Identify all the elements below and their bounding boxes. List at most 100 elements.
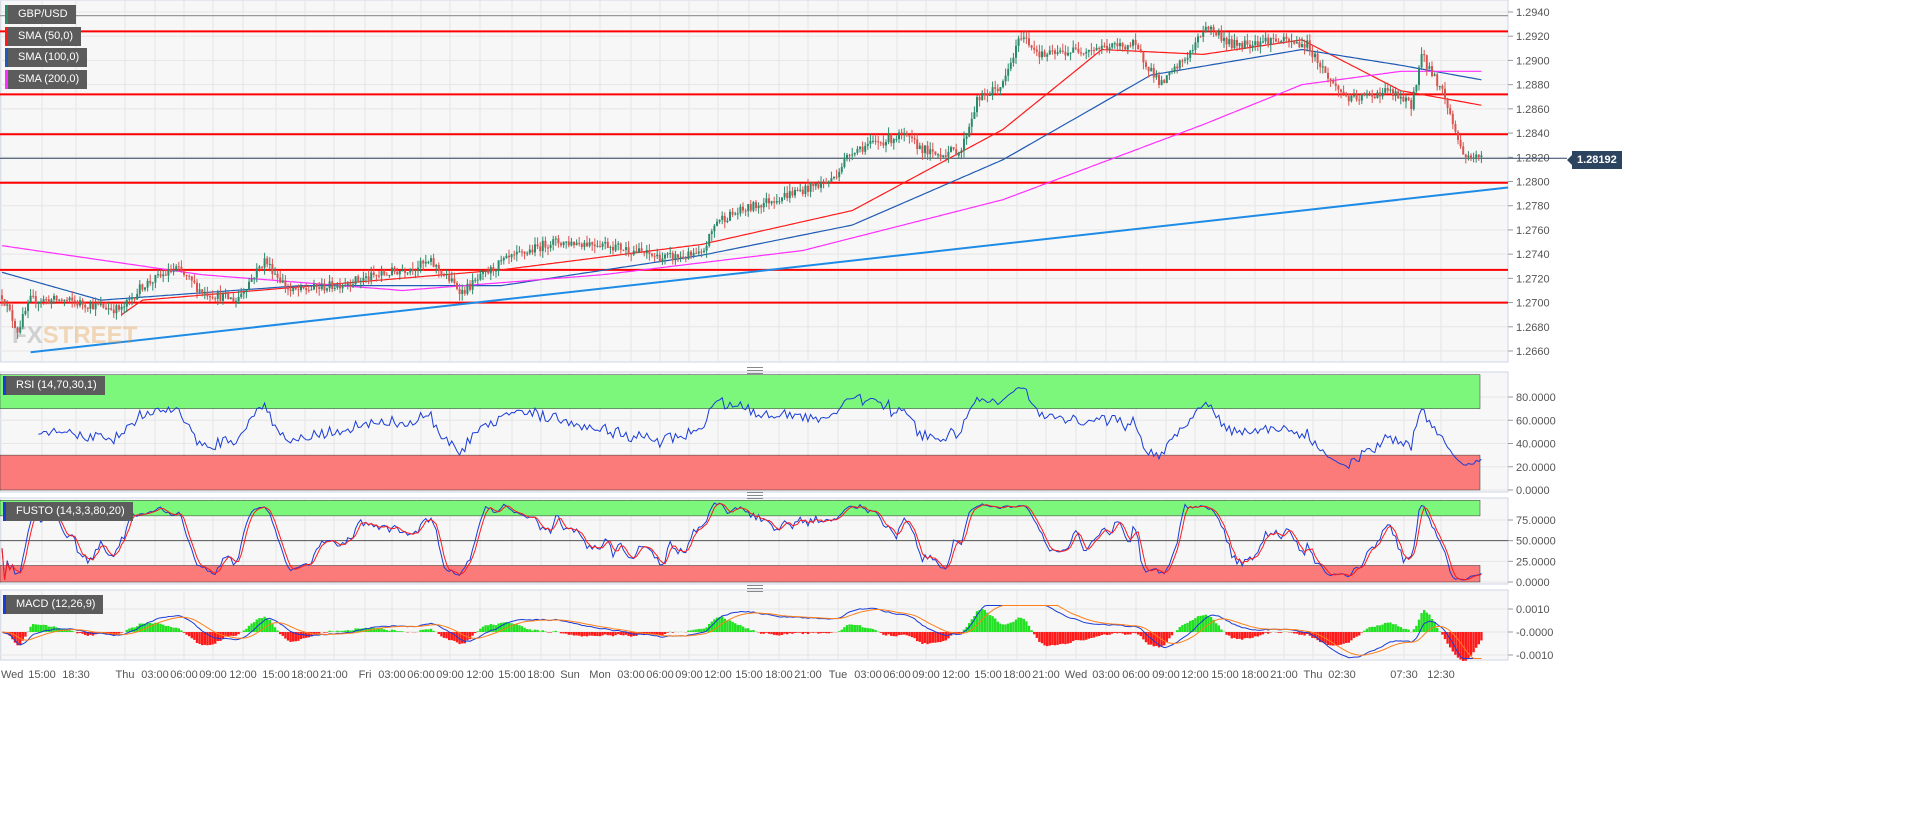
candle-body [1189, 50, 1192, 58]
candle-body [391, 267, 393, 276]
candle-body [60, 299, 63, 301]
y-tick-label: 60.0000 [1516, 415, 1556, 427]
y-tick-label: 50.0000 [1516, 536, 1556, 548]
y-tick-label: -0.0000 [1516, 627, 1553, 639]
candle-body [872, 140, 874, 142]
macd-histogram-bar [1381, 624, 1384, 632]
macd-histogram-bar [505, 622, 508, 632]
macd-histogram-bar [780, 632, 784, 635]
macd-histogram-bar [617, 632, 620, 635]
candle-body [664, 254, 666, 259]
panel-resize-handle-fusto[interactable] [747, 492, 763, 499]
macd-histogram-bar [1378, 625, 1382, 632]
macd-histogram-bar [999, 623, 1002, 632]
candle-body [768, 198, 770, 204]
candle-body [544, 240, 547, 248]
macd-histogram-bar [1131, 632, 1135, 633]
x-tick-label: Mon [589, 669, 610, 681]
macd-histogram-bar [351, 630, 355, 632]
candle-body [73, 300, 76, 303]
candle-body [908, 135, 911, 137]
candle-body [432, 258, 435, 267]
macd-histogram-bar [1139, 632, 1142, 637]
macd-histogram-bar [1436, 627, 1439, 632]
macd-histogram-bar [172, 627, 175, 632]
candle-body [983, 92, 986, 95]
candle-body [1446, 99, 1449, 108]
candle-body [1350, 95, 1353, 102]
candle-body [1012, 57, 1015, 63]
macd-histogram-bar [905, 632, 908, 636]
macd-histogram-bar [1079, 632, 1083, 641]
macd-histogram-bar [783, 632, 786, 634]
candle-body [1004, 75, 1007, 82]
macd-histogram-bar [791, 632, 794, 634]
candle-body [1381, 92, 1384, 97]
candle-body [456, 282, 458, 289]
panel-resize-handle-macd[interactable] [747, 585, 763, 592]
macd-histogram-bar [1459, 632, 1462, 660]
candle-body [1051, 50, 1054, 52]
candle-body [887, 134, 890, 143]
candle-body [1061, 50, 1064, 52]
candle-body [1007, 68, 1010, 76]
x-tick-label: 12:00 [704, 669, 732, 681]
candle-body [1363, 93, 1366, 96]
candle-body [1056, 52, 1059, 54]
legend-sma-50[interactable]: SMA (50,0) [5, 27, 82, 46]
macd-histogram-bar [588, 632, 591, 636]
macd-histogram-bar [541, 630, 544, 632]
candle-body [1451, 113, 1454, 124]
panel-resize-handle-rsi[interactable] [747, 367, 763, 374]
legend-rsi[interactable]: RSI (14,70,30,1) [3, 376, 105, 395]
candle-body [557, 238, 560, 244]
x-tick-label: 09:00 [912, 669, 940, 681]
candle-body [989, 94, 991, 96]
candle-body [502, 258, 505, 261]
candle-body [55, 295, 58, 301]
macd-histogram-bar [286, 632, 290, 641]
macd-histogram-bar [271, 624, 274, 632]
macd-histogram-bar [747, 628, 750, 632]
legend-fusto[interactable]: FUSTO (14,3,3,80,20) [3, 502, 133, 521]
macd-histogram-bar [1105, 632, 1109, 636]
legend-macd[interactable]: MACD (12,26,9) [3, 595, 104, 614]
candle-body [508, 255, 510, 258]
candle-body [175, 266, 178, 270]
candle-body [146, 280, 149, 288]
legend-symbol[interactable]: GBP/USD [5, 5, 76, 24]
macd-histogram-bar [1394, 624, 1397, 632]
macd-histogram-bar [268, 619, 271, 632]
candle-body [99, 303, 102, 305]
candle-body [900, 132, 903, 135]
candle-body [1425, 55, 1428, 69]
legend-sma-100[interactable]: SMA (100,0) [5, 48, 88, 67]
candle-body [250, 278, 253, 282]
current-price-label: 1.28192 [1567, 151, 1622, 169]
candle-body [497, 260, 500, 271]
candle-body [874, 140, 877, 142]
candle-body [1337, 85, 1340, 90]
candle-body [115, 305, 118, 314]
candle-body [1394, 91, 1397, 97]
macd-histogram-bar [513, 624, 516, 632]
candle-body [692, 252, 695, 256]
candle-body [931, 149, 934, 152]
legend-sma-200[interactable]: SMA (200,0) [5, 70, 88, 89]
macd-histogram-bar [1235, 632, 1239, 640]
x-tick-label: 21:00 [1270, 669, 1298, 681]
candle-body [1290, 40, 1293, 42]
macd-histogram-bar [1368, 627, 1371, 632]
candle-body [263, 258, 266, 268]
macd-histogram-bar [1194, 618, 1197, 632]
macd-histogram-bar [481, 626, 485, 632]
candle-body [731, 211, 734, 215]
macd-histogram-bar [1397, 626, 1400, 632]
candle-body [1087, 49, 1090, 52]
macd-histogram-bar [1261, 632, 1265, 635]
macd-histogram-bar [1451, 632, 1454, 652]
macd-histogram-bar [705, 627, 708, 632]
candle-body [206, 291, 209, 297]
macd-histogram-bar [1277, 632, 1280, 633]
